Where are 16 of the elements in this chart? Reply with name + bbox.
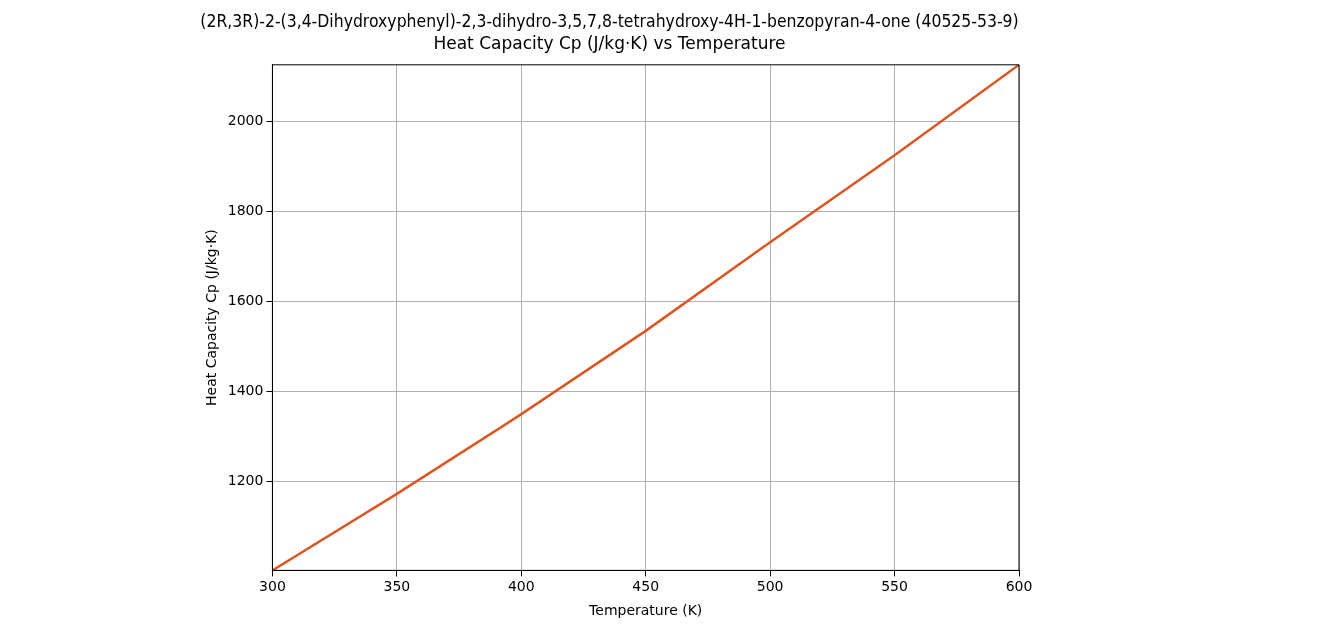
x-tick-label: 450 [632,578,660,595]
x-tick-label: 350 [383,578,411,595]
x-tick-label: 400 [507,578,535,595]
chart-title: (2R,3R)-2-(3,4-Dihydroxyphenyl)-2,3-dihydro-3,5,7,8-tetrahydroxy-4H-1-benzopyran-4-one (40525-53-9) [200,11,1019,31]
y-axis-title: Heat Capacity Cp (J/kg·K) [203,229,220,407]
x-tick-label: 500 [756,578,784,595]
y-tick-label: 1200 [227,472,264,489]
y-tick-label: 1400 [227,382,264,399]
x-axis-title: Temperature (K) [588,602,703,619]
y-tick-label: 2000 [227,112,264,129]
y-tick-label: 1600 [227,292,264,309]
x-tick-label: 600 [1005,578,1033,595]
x-tick-label: 550 [881,578,908,595]
x-tick-label: 300 [259,578,286,595]
y-tick-label: 1800 [227,202,264,219]
chart-subtitle: Heat Capacity Cp (J/kg·K) vs Temperature [433,33,786,54]
